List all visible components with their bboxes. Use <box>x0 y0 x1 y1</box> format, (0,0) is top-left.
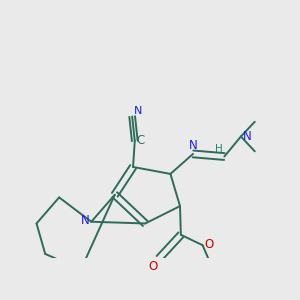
Text: C: C <box>136 134 144 147</box>
Text: N: N <box>242 130 251 142</box>
Text: N: N <box>189 139 197 152</box>
Text: O: O <box>148 260 158 273</box>
Text: H: H <box>214 144 222 154</box>
Text: O: O <box>204 238 213 251</box>
Text: N: N <box>80 214 89 227</box>
Text: N: N <box>134 106 142 116</box>
